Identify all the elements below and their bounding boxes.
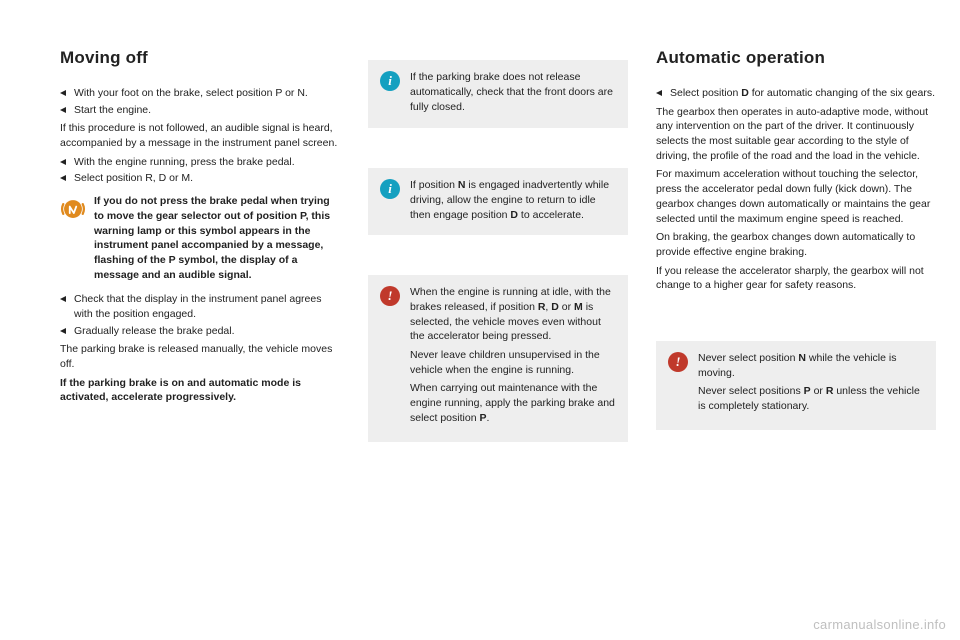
callout-text: If the parking brake does not release au… [410, 70, 616, 116]
page-content: Moving off With your foot on the brake, … [0, 0, 960, 480]
bullet-list-1: With your foot on the brake, select posi… [60, 86, 340, 117]
bullet-text: Start the engine. [74, 104, 151, 116]
callout-paragraph: Never select position N while the vehicl… [698, 351, 924, 380]
column-automatic-operation: Automatic operation Select position D fo… [656, 48, 936, 460]
paragraph-bold: If the parking brake is on and automatic… [60, 376, 340, 405]
list-item: Select position R, D or M. [60, 171, 340, 186]
callout-text: If position N is engaged inadvertently w… [410, 178, 616, 224]
info-icon: i [380, 71, 400, 91]
callout-paragraph: Never leave children unsupervised in the… [410, 348, 616, 377]
gear-letter: N [798, 352, 806, 364]
callout-text: Never select position N while the vehicl… [698, 351, 924, 418]
bullet-text: With your foot on the brake, select posi… [74, 87, 308, 99]
callout-paragraph: When carrying out maintenance with the e… [410, 381, 616, 425]
footer-watermark: carmanualsonline.info [813, 617, 946, 632]
text-fragment: Never select position [698, 352, 798, 364]
gear-letter: D [741, 87, 749, 99]
gear-letter: D [551, 301, 559, 313]
list-item: With your foot on the brake, select posi… [60, 86, 340, 101]
heading-automatic-operation: Automatic operation [656, 48, 936, 68]
gear-letter: D [510, 209, 518, 221]
alert-icon: ! [668, 352, 688, 372]
gear-letter: M [574, 301, 583, 313]
warning-block: If you do not press the brake pedal when… [60, 194, 340, 282]
callout-alert-2: ! Never select position N while the vehi… [656, 341, 936, 430]
callout-paragraph: When the engine is running at idle, with… [410, 285, 616, 344]
bullet-text: Gradually release the brake pedal. [74, 325, 235, 337]
paragraph: For maximum acceleration without touchin… [656, 167, 936, 226]
bullet-list-right: Select position D for automatic changing… [656, 86, 936, 101]
text-fragment: . [486, 412, 489, 424]
alert-icon: ! [380, 286, 400, 306]
bullet-list-2: With the engine running, press the brake… [60, 155, 340, 186]
paragraph: The gearbox then operates in auto-adapti… [656, 105, 936, 164]
list-item: Start the engine. [60, 103, 340, 118]
list-item: Check that the display in the instrument… [60, 292, 340, 321]
list-item: With the engine running, press the brake… [60, 155, 340, 170]
callout-text: When the engine is running at idle, with… [410, 285, 616, 429]
callout-info-1: i If the parking brake does not release … [368, 60, 628, 128]
column-moving-off: Moving off With your foot on the brake, … [60, 48, 340, 460]
text-fragment: Never select positions [698, 385, 804, 397]
text-fragment: Select position [670, 87, 741, 99]
heading-moving-off: Moving off [60, 48, 340, 68]
list-item: Gradually release the brake pedal. [60, 324, 340, 339]
paragraph: If this procedure is not followed, an au… [60, 121, 340, 150]
column-callouts: i If the parking brake does not release … [368, 48, 628, 460]
text-fragment: When carrying out maintenance with the e… [410, 382, 615, 423]
foot-brake-warning-icon [60, 196, 86, 222]
gear-letter: P [804, 385, 811, 397]
paragraph: On braking, the gearbox changes down aut… [656, 230, 936, 259]
text-fragment: or [811, 385, 826, 397]
bullet-text: Check that the display in the instrument… [74, 293, 321, 320]
bullet-text: With the engine running, press the brake… [74, 156, 295, 168]
text-fragment: If position [410, 179, 458, 191]
info-icon: i [380, 179, 400, 199]
callout-paragraph: Never select positions P or R unless the… [698, 384, 924, 413]
list-item: Select position D for automatic changing… [656, 86, 936, 101]
callout-alert-1: ! When the engine is running at idle, wi… [368, 275, 628, 441]
text-fragment: for automatic changing of the six gears. [749, 87, 935, 99]
text-fragment: to accelerate. [518, 209, 584, 221]
paragraph: The parking brake is released manually, … [60, 342, 340, 371]
bullet-list-3: Check that the display in the instrument… [60, 292, 340, 338]
bullet-text: Select position R, D or M. [74, 172, 193, 184]
callout-info-2: i If position N is engaged inadvertently… [368, 168, 628, 236]
paragraph: If you release the accelerator sharply, … [656, 264, 936, 293]
text-fragment: or [559, 301, 574, 313]
warning-text: If you do not press the brake pedal when… [94, 194, 340, 282]
